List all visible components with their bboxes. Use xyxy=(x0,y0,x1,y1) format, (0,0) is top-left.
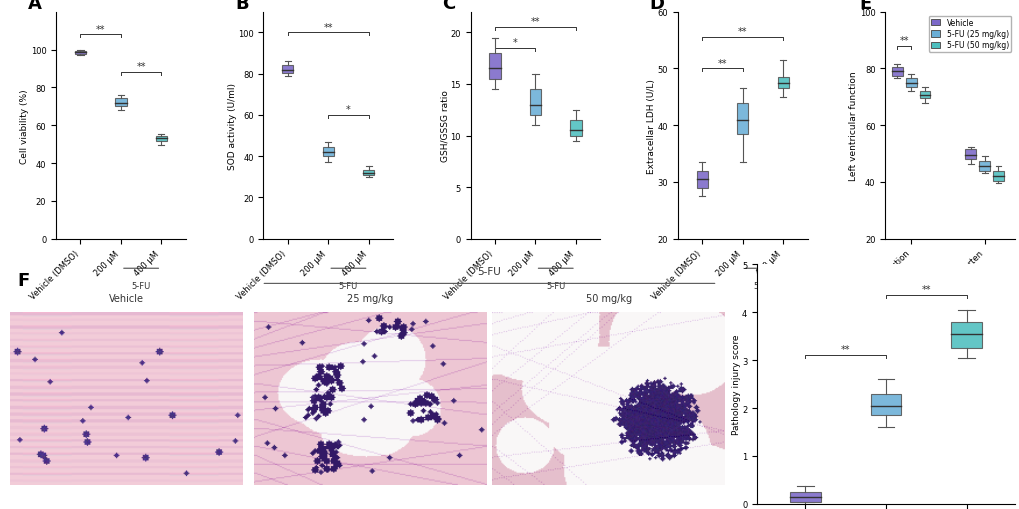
Bar xyxy=(978,161,989,171)
Text: *: * xyxy=(513,38,517,48)
Text: B: B xyxy=(234,0,249,13)
Text: **: ** xyxy=(738,27,747,37)
Text: **: ** xyxy=(717,59,727,69)
Text: **: ** xyxy=(530,17,540,27)
Text: **: ** xyxy=(920,285,930,295)
Text: 5-FU: 5-FU xyxy=(131,281,151,290)
Bar xyxy=(115,99,126,107)
Bar xyxy=(790,492,820,501)
Text: 5-FU: 5-FU xyxy=(477,267,501,277)
Text: 5-FU: 5-FU xyxy=(545,281,565,290)
Y-axis label: Cell viability (%): Cell viability (%) xyxy=(20,89,30,163)
Text: F: F xyxy=(17,272,30,290)
Y-axis label: Pathology injury score: Pathology injury score xyxy=(731,334,740,435)
Bar xyxy=(570,121,581,136)
Bar xyxy=(322,148,333,157)
Bar xyxy=(919,92,929,99)
Bar xyxy=(776,78,788,89)
Y-axis label: SOD activity (U/ml): SOD activity (U/ml) xyxy=(227,82,236,169)
Bar xyxy=(892,68,902,76)
Text: Vehicle: Vehicle xyxy=(109,293,144,303)
Bar xyxy=(696,171,707,188)
Text: **: ** xyxy=(323,22,332,33)
Bar xyxy=(965,150,975,160)
Text: **: ** xyxy=(137,62,146,72)
Bar xyxy=(74,51,86,55)
Text: **: ** xyxy=(899,36,908,46)
Y-axis label: Left ventricular function: Left ventricular function xyxy=(849,71,858,181)
Bar xyxy=(156,136,167,142)
Text: 30 μm.: 30 μm. xyxy=(17,457,44,466)
Bar xyxy=(529,90,541,116)
Bar xyxy=(282,66,293,73)
Bar xyxy=(951,322,981,348)
Bar xyxy=(870,394,901,415)
Bar xyxy=(737,103,748,134)
Text: 5-FU: 5-FU xyxy=(338,281,358,290)
Bar xyxy=(489,54,500,79)
Text: A: A xyxy=(28,0,42,13)
Text: E: E xyxy=(859,0,871,13)
Bar xyxy=(905,79,916,88)
Text: *: * xyxy=(345,105,351,115)
Text: **: ** xyxy=(840,345,850,355)
Text: D: D xyxy=(649,0,663,13)
Bar xyxy=(993,171,1003,181)
Text: 50 mg/kg: 50 mg/kg xyxy=(585,293,631,303)
Bar xyxy=(363,170,374,176)
Text: 5-FU: 5-FU xyxy=(753,281,772,290)
Y-axis label: GSH/GSSG ratio: GSH/GSSG ratio xyxy=(439,90,448,162)
Text: **: ** xyxy=(96,24,105,35)
Text: 25 mg/kg: 25 mg/kg xyxy=(346,293,393,303)
Y-axis label: Extracellar LDH (U/L): Extracellar LDH (U/L) xyxy=(647,78,655,174)
Text: C: C xyxy=(442,0,455,13)
Legend: Vehicle, 5-FU (25 mg/kg), 5-FU (50 mg/kg): Vehicle, 5-FU (25 mg/kg), 5-FU (50 mg/kg… xyxy=(928,16,1010,52)
